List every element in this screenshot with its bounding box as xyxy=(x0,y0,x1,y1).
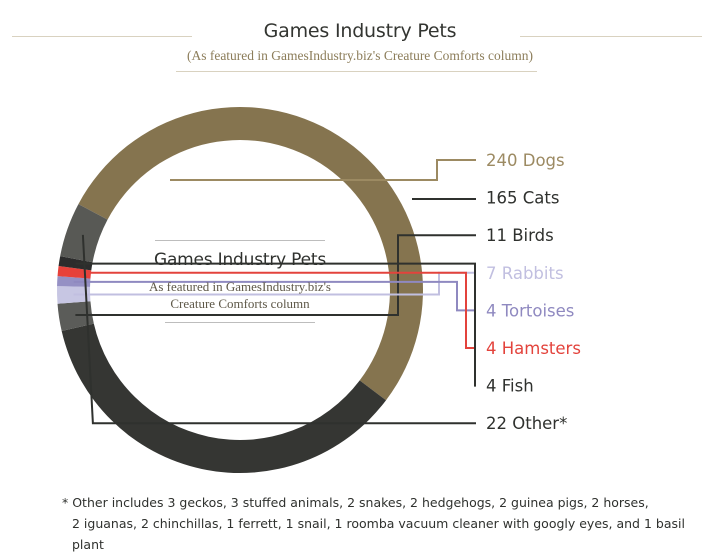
center-rule-bottom xyxy=(165,322,315,323)
donut-chart: 240 Dogs 165 Cats 11 Birds 7 Rabbits 4 Torto… xyxy=(56,107,581,473)
leader-fish xyxy=(75,262,476,387)
slice-cats xyxy=(61,323,387,473)
leader-other xyxy=(81,234,476,425)
label-fish: 4 Fish xyxy=(486,377,534,396)
slice-other xyxy=(60,204,108,263)
subtitle-underline xyxy=(176,71,537,72)
footnote-line2: 2 iguanas, 2 chinchillas, 1 ferrett, 1 s… xyxy=(72,516,685,552)
header-rule-left xyxy=(12,36,192,37)
chart-subtitle: (As featured in GamesIndustry.biz's Crea… xyxy=(186,48,534,63)
label-hamsters: 4 Hamsters xyxy=(486,339,581,358)
center-subtitle-line1: As featured in GamesIndustry.biz's xyxy=(148,279,331,294)
center-subtitle: As featured in GamesIndustry.biz's Creat… xyxy=(133,278,347,312)
leader-birds xyxy=(75,234,476,316)
chart-title: Games Industry Pets xyxy=(263,20,457,42)
center-rule-top xyxy=(155,240,325,241)
label-other: 22 Other* xyxy=(486,414,567,433)
slice-labels: 240 Dogs 165 Cats 11 Birds 7 Rabbits 4 Torto… xyxy=(486,151,581,433)
center-subtitle-line2: Creature Comforts column xyxy=(170,296,310,311)
label-rabbits: 7 Rabbits xyxy=(486,264,564,283)
slice-birds xyxy=(57,301,94,332)
leader-lines xyxy=(73,159,476,425)
slice-dogs xyxy=(78,107,423,401)
footnote: * Other includes 3 geckos, 3 stuffed ani… xyxy=(62,492,702,555)
center-caption: Games Industry Pets As featured in Games… xyxy=(133,240,347,323)
leader-hamsters xyxy=(74,271,476,349)
footnote-line1: * Other includes 3 geckos, 3 stuffed ani… xyxy=(62,495,649,510)
header-rule-right xyxy=(520,36,702,37)
center-title: Games Industry Pets xyxy=(153,250,327,270)
donut-slices xyxy=(56,107,423,473)
label-cats: 165 Cats xyxy=(486,189,559,208)
label-dogs: 240 Dogs xyxy=(486,151,565,170)
leader-dogs xyxy=(170,159,476,181)
label-tortoises: 4 Tortoises xyxy=(486,301,574,320)
label-birds: 11 Birds xyxy=(486,226,554,245)
